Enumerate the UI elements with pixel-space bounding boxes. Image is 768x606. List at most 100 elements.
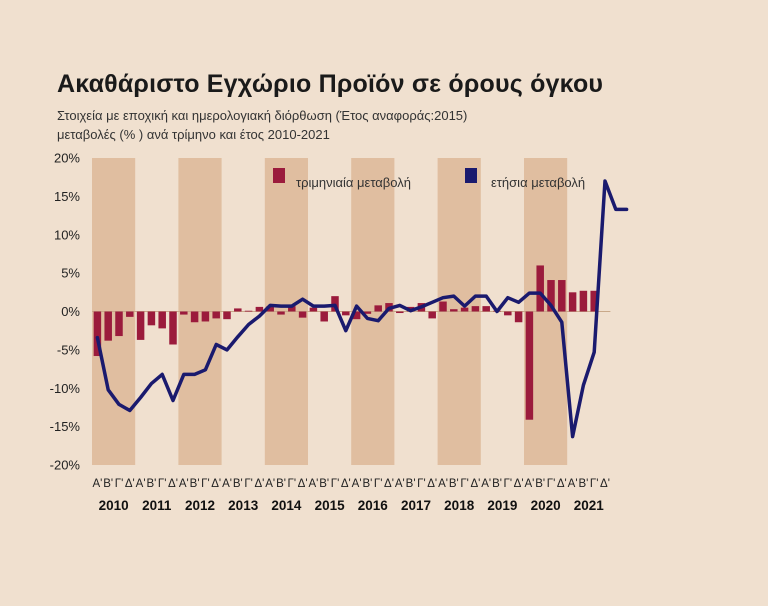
quarterly-bar [180, 311, 188, 315]
year-label-2012: 2012 [185, 498, 215, 513]
quarterly-bar [460, 307, 469, 312]
quarterly-bar [169, 311, 177, 345]
quarter-label: Α' [352, 478, 362, 490]
quarter-label: Γ' [590, 478, 599, 490]
quarter-label: Δ' [254, 478, 264, 490]
quarter-label: Δ' [211, 478, 221, 490]
quarter-label: Β' [319, 478, 329, 490]
quarterly-bar [201, 311, 210, 322]
quarterly-bar [277, 311, 285, 315]
quarterly-bar [342, 311, 350, 316]
quarterly-bar [536, 265, 544, 312]
quarterly-bar [298, 311, 307, 318]
quarter-label: Β' [362, 478, 372, 490]
quarterly-bar [579, 290, 588, 312]
quarterly-bar [396, 311, 404, 314]
quarterly-bar [374, 305, 382, 312]
y-tick-label: 0% [61, 304, 80, 319]
quarterly-bar [450, 309, 458, 312]
quarter-label: Β' [492, 478, 502, 490]
year-label-2019: 2019 [487, 498, 517, 513]
quarter-label: Β' [578, 478, 588, 490]
y-tick-label: -10% [50, 381, 81, 396]
quarterly-bar [93, 311, 102, 357]
quarterly-bar [352, 311, 361, 320]
quarterly-bar [439, 301, 447, 312]
quarter-label: Α' [438, 478, 448, 490]
quarter-label: Α' [136, 478, 146, 490]
legend-bar-swatch [273, 168, 285, 183]
quarter-label: Α' [222, 478, 232, 490]
year-label-2013: 2013 [228, 498, 259, 513]
quarterly-bar [309, 307, 318, 312]
quarterly-bar [234, 308, 242, 312]
annual-change-line [95, 179, 629, 439]
quarterly-bar [428, 311, 436, 319]
y-tick-label: 5% [61, 266, 80, 281]
y-tick-label: 10% [54, 227, 80, 242]
quarterly-bar [568, 292, 577, 312]
quarter-label: Β' [406, 478, 416, 490]
quarterly-bar [212, 311, 220, 319]
quarter-label: Β' [103, 478, 113, 490]
quarter-label: Δ' [384, 478, 394, 490]
quarter-label: Β' [233, 478, 243, 490]
chart-subtitle-line1: Στοιχεία με εποχική και ημερολογιακή διό… [57, 108, 468, 123]
year-label-2011: 2011 [142, 498, 172, 513]
quarterly-bar [255, 306, 264, 312]
year-label-2014: 2014 [271, 498, 302, 513]
quarter-label: Δ' [125, 478, 135, 490]
quarterly-bar [244, 310, 253, 312]
quarter-label: Δ' [168, 478, 178, 490]
quarter-label: Γ' [115, 478, 124, 490]
quarterly-bar [288, 306, 296, 312]
quarter-label: Γ' [374, 478, 383, 490]
quarter-label: Α' [524, 478, 534, 490]
quarter-label: Α' [481, 478, 491, 490]
quarterly-bar [482, 306, 490, 312]
year-label-2016: 2016 [358, 498, 389, 513]
quarterly-bar [223, 311, 231, 320]
quarter-label: Α' [308, 478, 318, 490]
quarter-label: Β' [449, 478, 459, 490]
quarter-label: Γ' [417, 478, 426, 490]
year-label-2015: 2015 [315, 498, 346, 513]
quarterly-bar [115, 311, 123, 337]
quarter-label: Β' [146, 478, 156, 490]
quarterly-bars-group [93, 265, 598, 420]
quarter-label: Α' [568, 478, 578, 490]
y-tick-label: 20% [54, 151, 80, 166]
year-label-2018: 2018 [444, 498, 475, 513]
quarter-label: Β' [190, 478, 200, 490]
quarter-label: Γ' [547, 478, 556, 490]
quarter-label: Α' [179, 478, 189, 490]
year-label-2010: 2010 [99, 498, 129, 513]
quarterly-bar [590, 290, 598, 312]
quarterly-bar [136, 311, 145, 340]
quarter-label: Β' [276, 478, 286, 490]
quarter-label: Δ' [600, 478, 610, 490]
y-tick-label: -5% [57, 342, 81, 357]
quarterly-bar [158, 311, 166, 329]
quarter-label: Δ' [514, 478, 524, 490]
quarterly-bar [514, 311, 523, 323]
quarter-label: Δ' [470, 478, 480, 490]
chart-title: Ακαθάριστο Εγχώριο Προϊόν σε όρους όγκου [57, 70, 604, 98]
quarter-label: Δ' [298, 478, 308, 490]
legend-line-swatch [465, 168, 477, 183]
quarter-label: Δ' [341, 478, 351, 490]
quarterly-bar [266, 306, 274, 312]
year-label-2017: 2017 [401, 498, 431, 513]
quarter-label: Α' [395, 478, 405, 490]
legend-bar-label: τριμηνιαία μεταβολή [296, 175, 411, 190]
quarter-label: Γ' [460, 478, 469, 490]
quarterly-bar [320, 311, 328, 322]
quarterly-bar [471, 306, 480, 312]
quarterly-bar [147, 311, 156, 326]
quarterly-bar [504, 311, 512, 316]
quarter-label: Β' [535, 478, 545, 490]
year-label-2020: 2020 [531, 498, 561, 513]
quarterly-bar [190, 311, 199, 323]
quarterly-bar [558, 280, 566, 312]
